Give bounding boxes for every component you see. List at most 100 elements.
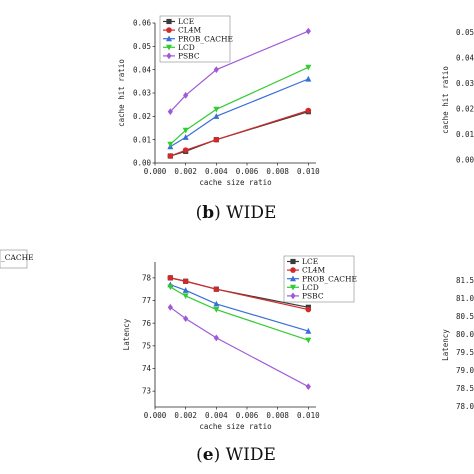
legend-entry-label: PROB_CACHE [178, 34, 233, 43]
fragment-y-tick-label: 81.0 [456, 294, 474, 303]
y-tick-label: 0.02 [133, 112, 151, 121]
data-point-cl4m [182, 147, 189, 153]
x-tick-label: 0.002 [174, 411, 197, 420]
fragment-y-axis-label: cache hit ratio [441, 66, 450, 134]
left-panel-fragment: _CACHE [0, 249, 34, 269]
fragment-y-tick-label: 0.02 [456, 105, 474, 114]
y-tick-label: 0.03 [133, 89, 151, 98]
fragment-y-tick-label: 80.5 [456, 312, 474, 321]
y-tick-label: 76 [142, 319, 152, 328]
legend-swatch-marker [290, 258, 296, 265]
x-tick-label: 0.004 [205, 167, 228, 176]
data-point-cl4m [213, 136, 220, 143]
legend-swatch-marker [166, 52, 172, 60]
y-tick-label: 78 [142, 273, 152, 282]
y-tick-label: 74 [142, 364, 152, 373]
data-point-psbc [183, 315, 189, 323]
data-point-lcd [305, 64, 312, 71]
data-point-psbc [305, 383, 311, 391]
data-point-psbc [167, 303, 173, 311]
y-tick-label: 0.04 [133, 65, 152, 74]
series-line-cl4m [170, 277, 309, 311]
chart-b-wide-hit-ratio: 0.000 0.002 0.004 0.006 0.008 0.010 0.00 0.01 0.… [117, 15, 320, 187]
legend-entry-label: PSBC [178, 52, 200, 61]
series-line-lcd [170, 286, 309, 341]
x-tick-label: 0.000 [144, 167, 167, 176]
right-top-panel-fragment: 0.05 0.04 0.03 0.02 0.01 0.00 cache hit ratio [441, 28, 474, 165]
x-tick-label: 0.002 [174, 167, 197, 176]
y-tick-label: 77 [142, 296, 151, 305]
data-point-cl4m [305, 107, 312, 114]
fragment-y-tick-label: 0.00 [456, 156, 474, 165]
series-line-psbc [169, 306, 309, 388]
data-point-lcd [182, 293, 189, 300]
chart-e-caption: (e) WIDE [196, 445, 276, 465]
legend-entry-label: PROB_CACHE [302, 274, 357, 283]
y-tick-label: 0.01 [133, 135, 151, 144]
data-point-prob_cache [305, 327, 312, 334]
y-tick-label: 75 [142, 341, 151, 350]
data-point-prob_cache [213, 300, 220, 307]
legend-entry-label: LCE [178, 17, 194, 26]
legend-swatch-marker [290, 292, 296, 300]
legend-entry-label: CL4M [178, 26, 201, 35]
data-point-psbc [305, 27, 311, 35]
fragment-y-tick-label: 78.5 [456, 384, 474, 393]
legend-swatch-marker [166, 35, 172, 42]
data-point-lcd [167, 141, 174, 148]
x-axis-label: cache size ratio [199, 178, 272, 187]
y-tick-label: 73 [142, 387, 151, 396]
x-tick-label: 0.010 [297, 411, 320, 420]
series-line-lcd [169, 66, 309, 145]
data-point-lcd [182, 127, 189, 134]
left-legend-box-fragment [0, 249, 28, 269]
y-axis-label: cache hit ratio [117, 59, 126, 127]
legend-entry-label: LCD [178, 43, 195, 52]
x-tick-label: 0.006 [236, 411, 259, 420]
left-legend-text-fragment: _CACHE [1, 253, 34, 262]
x-tick-label: 0.000 [144, 411, 167, 420]
fragment-y-tick-label: 0.01 [456, 130, 474, 139]
legend-swatch-marker [290, 267, 296, 273]
fragment-y-tick-label: 80.0 [456, 330, 474, 339]
legend-entry-label: LCD [302, 283, 319, 292]
x-axis-label: cache size ratio [199, 422, 272, 431]
fragment-y-tick-label: 0.04 [456, 54, 474, 63]
data-point-prob_cache [213, 113, 220, 119]
data-point-psbc [167, 108, 173, 116]
legend-swatch-marker [166, 27, 172, 33]
data-point-psbc [183, 91, 189, 99]
data-point-lcd [213, 306, 220, 313]
data-point-cl4m [305, 306, 312, 313]
series-line-prob_cache [170, 78, 309, 148]
data-point-cl4m [167, 275, 174, 281]
data-point-cl4m [167, 153, 174, 159]
series-line-cl4m [170, 109, 309, 157]
fragment-y-tick-label: 0.05 [456, 28, 474, 37]
y-tick-label: 0.05 [133, 42, 151, 51]
chart-e-wide-latency: 0.000 0.002 0.004 0.006 0.008 0.010 73 74 75 76 77… [122, 255, 357, 431]
data-point-lcd [213, 106, 220, 113]
data-point-cl4m [213, 286, 220, 292]
legend-swatch-marker [166, 44, 172, 51]
fragment-y-tick-label: 81.5 [456, 276, 474, 285]
fragment-y-tick-label: 79.0 [456, 366, 474, 375]
data-point-lcd [167, 284, 174, 291]
series-line-prob_cache [170, 284, 309, 332]
x-tick-label: 0.008 [266, 167, 289, 176]
data-point-psbc [213, 66, 219, 74]
data-point-psbc [213, 334, 219, 342]
legend-entry-label: PSBC [302, 292, 324, 301]
legend-swatch-marker [290, 275, 296, 282]
data-point-prob_cache [182, 134, 189, 140]
legend-swatch-marker [166, 18, 172, 25]
data-point-lcd [305, 337, 312, 344]
chart-b-caption: (b) WIDE [196, 203, 277, 223]
y-tick-label: 0.06 [133, 19, 152, 28]
data-point-prob_cache [182, 287, 189, 293]
right-bottom-panel-fragment: 81.5 81.0 80.5 80.0 79.5 79.0 78.5 78.0 Latency [441, 276, 474, 411]
data-point-prob_cache [305, 75, 312, 82]
series-line-psbc [169, 30, 309, 113]
legend-swatch-marker [290, 284, 296, 291]
